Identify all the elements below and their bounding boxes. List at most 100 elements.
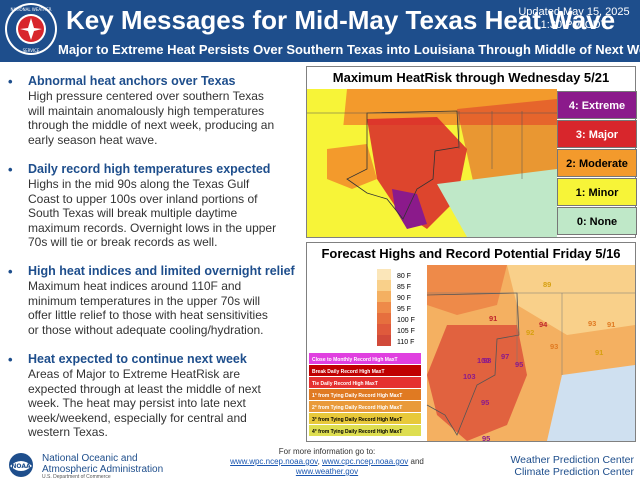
record-label: 1° from Tying Daily Record High MaxT (312, 393, 402, 399)
temp-swatch (377, 302, 391, 313)
record-swatch (309, 389, 421, 400)
forecast-panel: Forecast Highs and Record Potential Frid… (306, 242, 636, 442)
forecast-map: 80 F 85 F 90 F 95 F 100 F 105 F 110 F Cl… (307, 265, 635, 441)
temp-label: 110 F (397, 339, 414, 346)
city-value: 91 (595, 348, 603, 357)
city-value: 91 (607, 320, 615, 329)
record-swatch (309, 413, 421, 424)
header-banner: NATIONAL WEATHER SERVICE Key Messages fo… (0, 0, 640, 62)
wpc-link[interactable]: www.wpc.ncep.noaa.gov (230, 457, 318, 466)
city-value: 100 (477, 356, 490, 365)
more-info-label: For more information go to: (278, 447, 376, 456)
temp-label: 80 F (397, 273, 411, 280)
message-line: or those without adequate cooling/hydrat… (28, 322, 264, 337)
nws-link[interactable]: www.weather.gov (295, 467, 359, 476)
forecast-title: Forecast Highs and Record Potential Frid… (321, 246, 621, 261)
bullet-icon: • (8, 352, 13, 367)
risk-level-3: 3: Major (557, 120, 637, 148)
page-title: Key Messages for Mid-May Texas Heat Wave (66, 5, 616, 35)
updated-timestamp: Updated May 15, 2025 1:30 PM CDT (514, 6, 634, 32)
nws-logo-icon: NATIONAL WEATHER SERVICE (5, 3, 57, 55)
message-line: week. The heat may persist into late nex… (28, 396, 246, 410)
city-value: 92 (526, 328, 534, 337)
noaa-name: National Oceanic and Atmospheric Adminis… (42, 453, 163, 475)
record-swatch (309, 377, 421, 388)
message-line: early season heat wave. (28, 132, 158, 147)
cpc-link[interactable]: www.cpc.ncep.noaa.gov (322, 457, 409, 466)
bullet-icon: • (8, 264, 13, 279)
message-line: 70s will tie or break records as well. (28, 235, 218, 249)
record-label: 4° from Tying Daily Record High MaxT (312, 429, 402, 435)
center-name: Weather Prediction Center (510, 454, 634, 466)
updated-time: 1:30 PM CDT (540, 19, 608, 31)
city-value: 91 (489, 314, 497, 323)
record-label: Break Daily Record High MaxT (312, 369, 385, 375)
city-value: 95 (482, 434, 490, 441)
risk-level-4: 4: Extreme (557, 91, 637, 119)
record-swatch (309, 401, 421, 412)
temp-label: 95 F (397, 306, 411, 313)
message-line: western Texas. (28, 425, 108, 439)
temp-scale: 80 F 85 F 90 F 95 F 100 F 105 F 110 F (375, 267, 425, 349)
message-line: week/weekend, especially for central and (28, 410, 247, 425)
temp-label: 90 F (397, 295, 411, 302)
city-value: 89 (543, 280, 551, 289)
message-line: Areas of Major to Extreme HeatRisk are (28, 367, 241, 381)
message-heading: Daily record high temperatures expected (28, 162, 271, 176)
message-body: Highs in the mid 90s along the Texas Gul… (28, 177, 300, 250)
temp-swatch (377, 280, 391, 291)
record-label: 3° from Tying Daily Record High MaxT (312, 417, 402, 423)
noaa-name-line: National Oceanic and (42, 453, 138, 464)
logo-text-top: NATIONAL WEATHER (10, 7, 51, 12)
record-legend: Close to Monthly Record High MaxT Break … (309, 353, 421, 436)
record-swatch (309, 353, 421, 364)
center-name: Climate Prediction Center (514, 466, 634, 478)
message-heading: Abnormal heat anchors over Texas (28, 74, 236, 88)
message-body: Areas of Major to Extreme HeatRisk are e… (28, 367, 300, 440)
temp-swatch (377, 291, 391, 302)
message-line: Highs in the mid 90s along the Texas Gul… (28, 177, 250, 191)
city-value: 95 (515, 360, 523, 369)
key-messages: • Abnormal heat anchors over Texas High … (0, 64, 302, 442)
footer: NOAA National Oceanic and Atmospheric Ad… (0, 444, 640, 480)
temp-swatch (377, 313, 391, 324)
city-value: 94 (539, 320, 548, 329)
risk-level-2: 2: Moderate (557, 149, 637, 177)
temp-swatch (377, 324, 391, 335)
message-heading: Heat expected to continue next week (28, 352, 247, 366)
record-label: Tie Daily Record High MaxT (312, 381, 378, 387)
city-value: 93 (550, 342, 558, 351)
and-text: and (410, 457, 424, 466)
noaa-logo-icon: NOAA (9, 453, 33, 477)
noaa-logo-text: NOAA (11, 463, 31, 470)
record-label: Close to Monthly Record High MaxT (312, 357, 398, 363)
risk-level-0: 0: None (557, 207, 637, 235)
message-body: High pressure centered over southern Tex… (28, 89, 300, 147)
message-line: will maintain anomalously high temperatu… (28, 103, 265, 118)
message-line: Maximum heat indices around 110F and (28, 279, 242, 293)
page-subtitle: Major to Extreme Heat Persists Over Sout… (58, 42, 640, 57)
temp-swatch (377, 335, 391, 346)
city-value: 98 (483, 356, 491, 365)
city-value: 95 (481, 398, 489, 407)
updated-date: Updated May 15, 2025 (518, 6, 630, 18)
noaa-dept: U.S. Department of Commerce (42, 474, 111, 480)
record-swatch (309, 365, 421, 376)
heatrisk-title: Maximum HeatRisk through Wednesday 5/21 (332, 70, 610, 85)
heatrisk-map (307, 89, 557, 237)
temp-label: 100 F (397, 317, 415, 324)
bullet-icon: • (8, 162, 13, 177)
city-value: 93 (588, 319, 596, 328)
city-values: 89 91 93 94 92 93 91 91 98 95 97 100 103… (463, 280, 615, 441)
message-line: minimum temperatures in the upper 70s wi… (28, 293, 261, 308)
temp-label: 105 F (397, 328, 415, 335)
heatrisk-panel: Maximum HeatRisk through Wednesday 5/21 … (306, 66, 637, 238)
message-body: Maximum heat indices around 110F and min… (28, 279, 300, 337)
message-line: High pressure centered over southern Tex… (28, 89, 264, 103)
temp-swatch (377, 269, 391, 280)
message-line: South Texas will break multiple daytime (28, 206, 238, 220)
message-line: offer little relief to those with heat s… (28, 308, 268, 322)
bullet-icon: • (8, 74, 13, 89)
message-line: expected through at least the middle of … (28, 381, 261, 396)
city-value: 97 (501, 352, 509, 361)
